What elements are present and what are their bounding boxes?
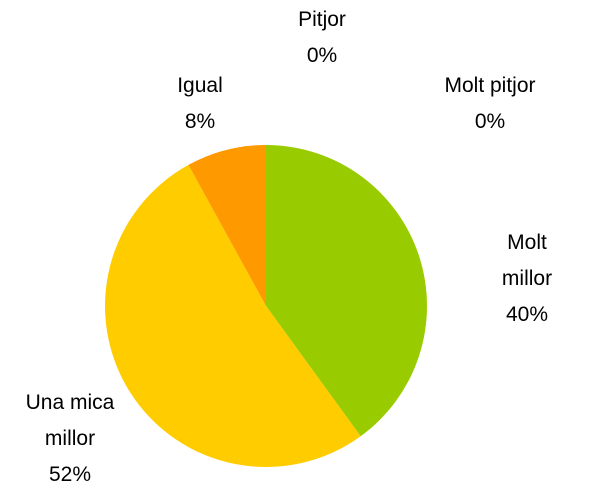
data-label: Molt millor 40%: [491, 225, 563, 333]
data-label: Igual 8%: [177, 68, 223, 140]
value-label: 52%: [48, 463, 92, 486]
data-label: Una mica millor 52%: [13, 385, 128, 488]
data-label: Molt pitjor 0%: [444, 68, 535, 140]
category-label: Molt pitjor: [444, 74, 536, 97]
value-label: 40%: [505, 303, 549, 326]
value-label: 8%: [184, 110, 216, 133]
category-label: Una mica millor: [25, 391, 115, 450]
data-label: Pitjor 0%: [298, 2, 346, 74]
pie-slice: [188, 145, 266, 306]
category-label: Pitjor: [298, 8, 346, 31]
category-label: Igual: [177, 74, 223, 97]
category-label: Molt millor: [501, 231, 553, 290]
value-label: 0%: [306, 44, 338, 67]
pie-slice: [266, 145, 427, 437]
pie-slice: [105, 164, 361, 468]
value-label: 0%: [474, 110, 506, 133]
